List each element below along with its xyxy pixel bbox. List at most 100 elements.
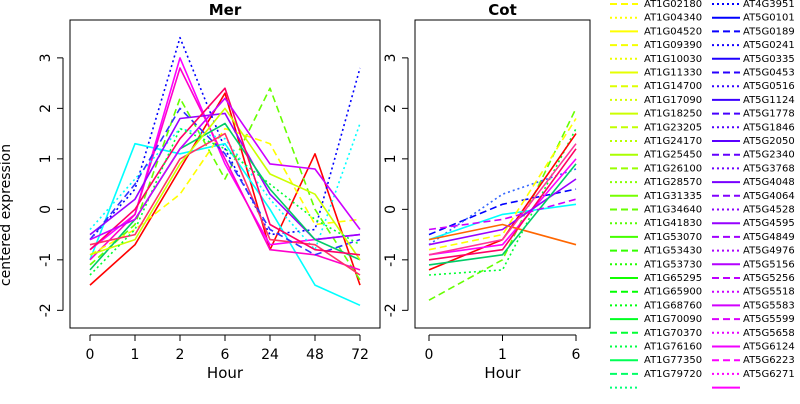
legend-label: AT1G79720 — [644, 369, 702, 380]
legend-entry: AT1G68760 — [610, 300, 702, 311]
legend-label: AT1G02180 — [644, 0, 702, 10]
legend-entry: AT5G6271 — [712, 369, 795, 380]
legend-label: AT5G6223 — [743, 355, 795, 366]
y-axis-label: centered expression — [0, 144, 14, 286]
legend-label: AT5G1124 — [743, 95, 795, 106]
legend-entry: AT1G53430 — [610, 246, 702, 257]
legend-entry: AT1G70370 — [610, 328, 702, 339]
y-tick-label: -2 — [38, 303, 54, 317]
legend-label: AT5G5518 — [743, 287, 795, 298]
legend-label: AT1G53430 — [644, 246, 702, 257]
legend-entry: AT5G0453 — [712, 68, 795, 79]
x-axis: 0 1 2 6 24 48 72 — [86, 334, 369, 363]
y-axis: -2 -1 0 1 2 3 — [38, 53, 64, 317]
series-line — [89, 97, 361, 241]
y-tick-label: 0 — [38, 205, 54, 214]
legend: AT1G02180 AT1G04340 AT1G04520 AT1G09390 AT1G… — [610, 0, 795, 389]
series-line — [428, 163, 577, 266]
y-tick-label: -2 — [383, 303, 399, 317]
series-line — [89, 107, 361, 261]
y-tick-label: -1 — [38, 253, 54, 267]
series-line — [428, 188, 577, 236]
legend-entry: AT1G24170 — [610, 136, 702, 147]
legend-label: AT5G3768 — [743, 163, 795, 174]
y-tick-label: 3 — [383, 53, 399, 62]
legend-label: AT5G2340 — [743, 150, 795, 161]
legend-entry: AT1G04520 — [610, 26, 702, 37]
legend-label: AT5G1846 — [743, 122, 795, 133]
legend-label: AT5G4064 — [743, 191, 795, 202]
y-tick-label: -1 — [383, 253, 399, 267]
legend-label: AT5G4976 — [743, 246, 795, 257]
legend-entry: AT1G70090 — [610, 314, 702, 325]
legend-entry: AT5G4976 — [712, 246, 795, 257]
legend-label: AT5G2050 — [743, 136, 795, 147]
x-tick-label: 48 — [306, 347, 324, 363]
x-tick-label: 1 — [498, 347, 507, 363]
series-line — [89, 127, 361, 256]
legend-entry: AT1G65900 — [610, 287, 702, 298]
series-line — [428, 198, 577, 231]
legend-label: AT1G65295 — [644, 273, 702, 284]
legend-label: AT1G31335 — [644, 191, 702, 202]
series-line — [89, 36, 361, 241]
series-line — [89, 107, 361, 256]
series-line — [89, 92, 361, 286]
legend-entry: AT4G3951 — [712, 0, 795, 10]
legend-label: AT1G11330 — [644, 68, 702, 79]
legend-label: AT1G09390 — [644, 40, 702, 51]
legend-label: AT5G0335 — [743, 54, 795, 65]
legend-label: AT5G4528 — [743, 205, 795, 216]
legend-entry: AT5G5658 — [712, 328, 795, 339]
x-tick-label: 0 — [86, 347, 95, 363]
series-line — [89, 132, 361, 276]
legend-label: AT5G0101 — [743, 13, 795, 24]
x-tick-label: 72 — [351, 347, 369, 363]
legend-entry: AT5G0189 — [712, 26, 795, 37]
legend-entry: AT5G6223 — [712, 355, 795, 366]
legend-entry: AT1G14700 — [610, 81, 702, 92]
x-axis: 0 1 6 — [425, 334, 581, 363]
legend-label: AT4G3951 — [743, 0, 795, 10]
legend-entry: AT1G31335 — [610, 191, 702, 202]
x-tick-label: 24 — [261, 347, 279, 363]
legend-label: AT5G0189 — [743, 26, 795, 37]
legend-label: AT1G34640 — [644, 205, 702, 216]
legend-entry: AT1G53730 — [610, 259, 702, 270]
panel-title: Mer — [209, 1, 242, 19]
legend-label: AT1G17090 — [644, 95, 702, 106]
series-line — [428, 108, 577, 301]
legend-entry: AT1G41830 — [610, 218, 702, 229]
panel-cot: Cot 0 1 6 Hour -2 -1 0 1 2 3 — [383, 1, 591, 382]
legend-entry: AT1G26100 — [610, 163, 702, 174]
legend-label: AT1G04520 — [644, 26, 702, 37]
legend-entry: AT5G4528 — [712, 205, 795, 216]
legend-label: AT5G6271 — [743, 369, 795, 380]
legend-label: AT5G5599 — [743, 314, 795, 325]
legend-entry: AT1G28570 — [610, 177, 702, 188]
legend-label: AT5G1778 — [743, 109, 795, 120]
series-line — [428, 178, 577, 246]
legend-label: AT5G0453 — [743, 68, 795, 79]
legend-label: AT1G28570 — [644, 177, 702, 188]
legend-entry: AT5G0516 — [712, 81, 795, 92]
legend-label: AT1G41830 — [644, 218, 702, 229]
legend-entry: AT5G6124 — [712, 342, 795, 353]
y-tick-label: 1 — [38, 154, 54, 163]
legend-entry: AT5G2340 — [712, 150, 795, 161]
legend-label: AT1G77350 — [644, 355, 702, 366]
legend-entry: AT1G25450 — [610, 150, 702, 161]
series-line — [89, 123, 361, 251]
legend-entry: AT1G76160 — [610, 342, 702, 353]
legend-entry: AT1G17090 — [610, 95, 702, 106]
y-tick-label: 1 — [383, 154, 399, 163]
legend-entry: AT1G10030 — [610, 54, 702, 65]
legend-entry: AT1G79720 — [610, 369, 702, 380]
x-tick-label: 6 — [221, 347, 230, 363]
series-line — [428, 148, 577, 261]
legend-label: AT5G4048 — [743, 177, 795, 188]
legend-entry: AT1G34640 — [610, 205, 702, 216]
legend-label: AT5G0516 — [743, 81, 795, 92]
